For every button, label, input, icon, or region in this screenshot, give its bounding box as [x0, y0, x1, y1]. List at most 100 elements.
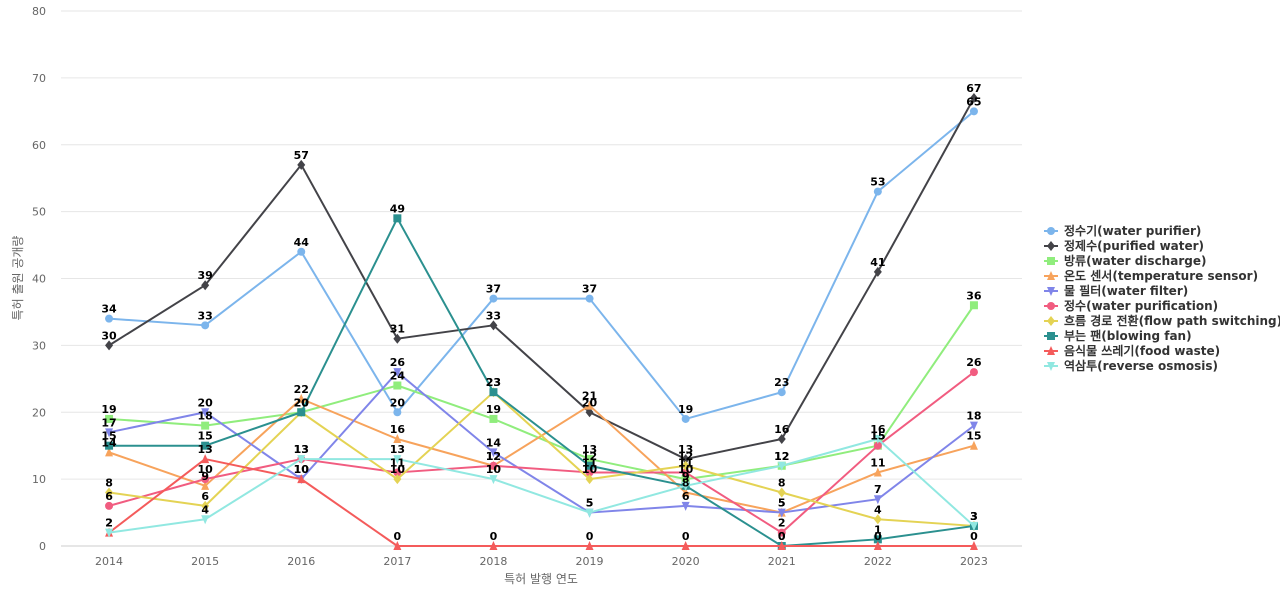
grid-layer — [61, 10, 1022, 480]
data-point — [873, 541, 882, 550]
data-label: 13 — [390, 443, 405, 456]
data-point — [297, 455, 306, 465]
data-label: 20 — [197, 396, 213, 409]
data-label: 13 — [294, 443, 309, 456]
series-line — [108, 96, 975, 461]
data-label: 26 — [966, 356, 982, 369]
data-label: 10 — [486, 463, 502, 476]
data-label: 10 — [294, 463, 310, 476]
y-tick-label: 30 — [32, 339, 46, 352]
series-layer — [105, 92, 978, 550]
data-label: 12 — [678, 450, 693, 463]
y-tick-label: 50 — [32, 206, 46, 219]
y-tick-label: 70 — [32, 72, 46, 85]
data-point — [201, 441, 210, 450]
data-point — [873, 467, 882, 477]
data-label: 0 — [682, 530, 690, 543]
data-label: 49 — [390, 202, 405, 215]
axis-layer: 특허 발행 연도 특허 출원 공개량 010203040506070802014… — [11, 5, 1022, 586]
data-point — [585, 294, 594, 303]
data-point — [873, 535, 882, 544]
data-label: 21 — [582, 390, 597, 403]
data-label: 15 — [870, 430, 885, 443]
data-label: 4 — [201, 503, 209, 516]
data-point — [681, 414, 690, 423]
data-point — [393, 468, 402, 477]
data-label: 12 — [582, 450, 597, 463]
data-label: 3 — [970, 510, 978, 523]
data-point — [201, 454, 210, 464]
data-label: 0 — [778, 530, 786, 543]
data-point — [201, 515, 210, 525]
data-label: 10 — [582, 463, 598, 476]
x-tick-label: 2020 — [672, 555, 700, 568]
legend-symbol-marker — [1047, 362, 1055, 371]
data-label: 15 — [101, 430, 116, 443]
x-tick-label: 2018 — [479, 555, 507, 568]
data-label: 18 — [197, 410, 212, 423]
x-tick-label: 2017 — [383, 555, 411, 568]
data-point — [105, 441, 114, 450]
data-label: 3 — [970, 510, 978, 523]
data-point — [105, 314, 114, 323]
data-label: 19 — [101, 403, 116, 416]
data-label: 20 — [294, 396, 310, 409]
data-label: 33 — [197, 309, 212, 322]
data-point — [873, 187, 882, 196]
data-point — [201, 500, 210, 511]
legend: 정수기(water purifier)정제수(purified water)방류… — [1044, 223, 1280, 373]
series-line — [108, 110, 975, 420]
legend-symbol-marker — [1047, 241, 1055, 251]
data-point — [393, 408, 402, 417]
legend-label: 물 필터(water filter) — [1064, 283, 1188, 298]
data-label: 2 — [105, 517, 113, 530]
y-tick-label: 10 — [32, 473, 46, 486]
legend-label: 방류(water discharge) — [1064, 253, 1206, 268]
data-point — [777, 461, 786, 471]
data-point — [873, 514, 882, 525]
data-point — [393, 541, 402, 550]
data-label: 24 — [390, 370, 406, 383]
data-label: 57 — [294, 149, 309, 162]
data-point — [585, 461, 594, 470]
data-point — [585, 474, 594, 485]
data-label: 0 — [874, 530, 882, 543]
legend-label: 온도 센서(temperature sensor) — [1064, 268, 1258, 283]
data-label: 5 — [586, 497, 594, 510]
data-point — [297, 393, 306, 403]
data-label: 31 — [390, 323, 405, 336]
data-label: 13 — [294, 443, 309, 456]
data-point — [393, 455, 402, 465]
data-point — [297, 159, 306, 170]
data-point — [489, 541, 498, 550]
data-point — [681, 541, 690, 550]
data-label: 16 — [870, 423, 886, 436]
data-label: 44 — [294, 236, 310, 249]
legend-symbol-marker — [1047, 346, 1055, 355]
data-label: 1 — [874, 523, 882, 536]
data-label: 41 — [870, 256, 885, 269]
data-label: 11 — [678, 456, 693, 469]
data-point — [585, 400, 594, 410]
data-label: 16 — [774, 423, 790, 436]
data-point — [585, 468, 594, 477]
data-label: 30 — [101, 329, 117, 342]
data-point — [969, 107, 978, 116]
data-label: 15 — [870, 430, 885, 443]
data-label: 10 — [197, 463, 213, 476]
data-point — [201, 280, 210, 291]
data-point — [489, 294, 498, 303]
data-label: 5 — [778, 497, 786, 510]
data-point — [969, 368, 978, 377]
data-label: 23 — [486, 376, 501, 389]
data-label: 11 — [870, 456, 885, 469]
data-label: 6 — [105, 490, 113, 503]
data-point — [201, 480, 210, 490]
series-line — [108, 391, 975, 527]
data-label: 15 — [966, 430, 981, 443]
data-point — [681, 454, 690, 465]
data-point — [393, 333, 402, 344]
data-point — [489, 475, 498, 485]
